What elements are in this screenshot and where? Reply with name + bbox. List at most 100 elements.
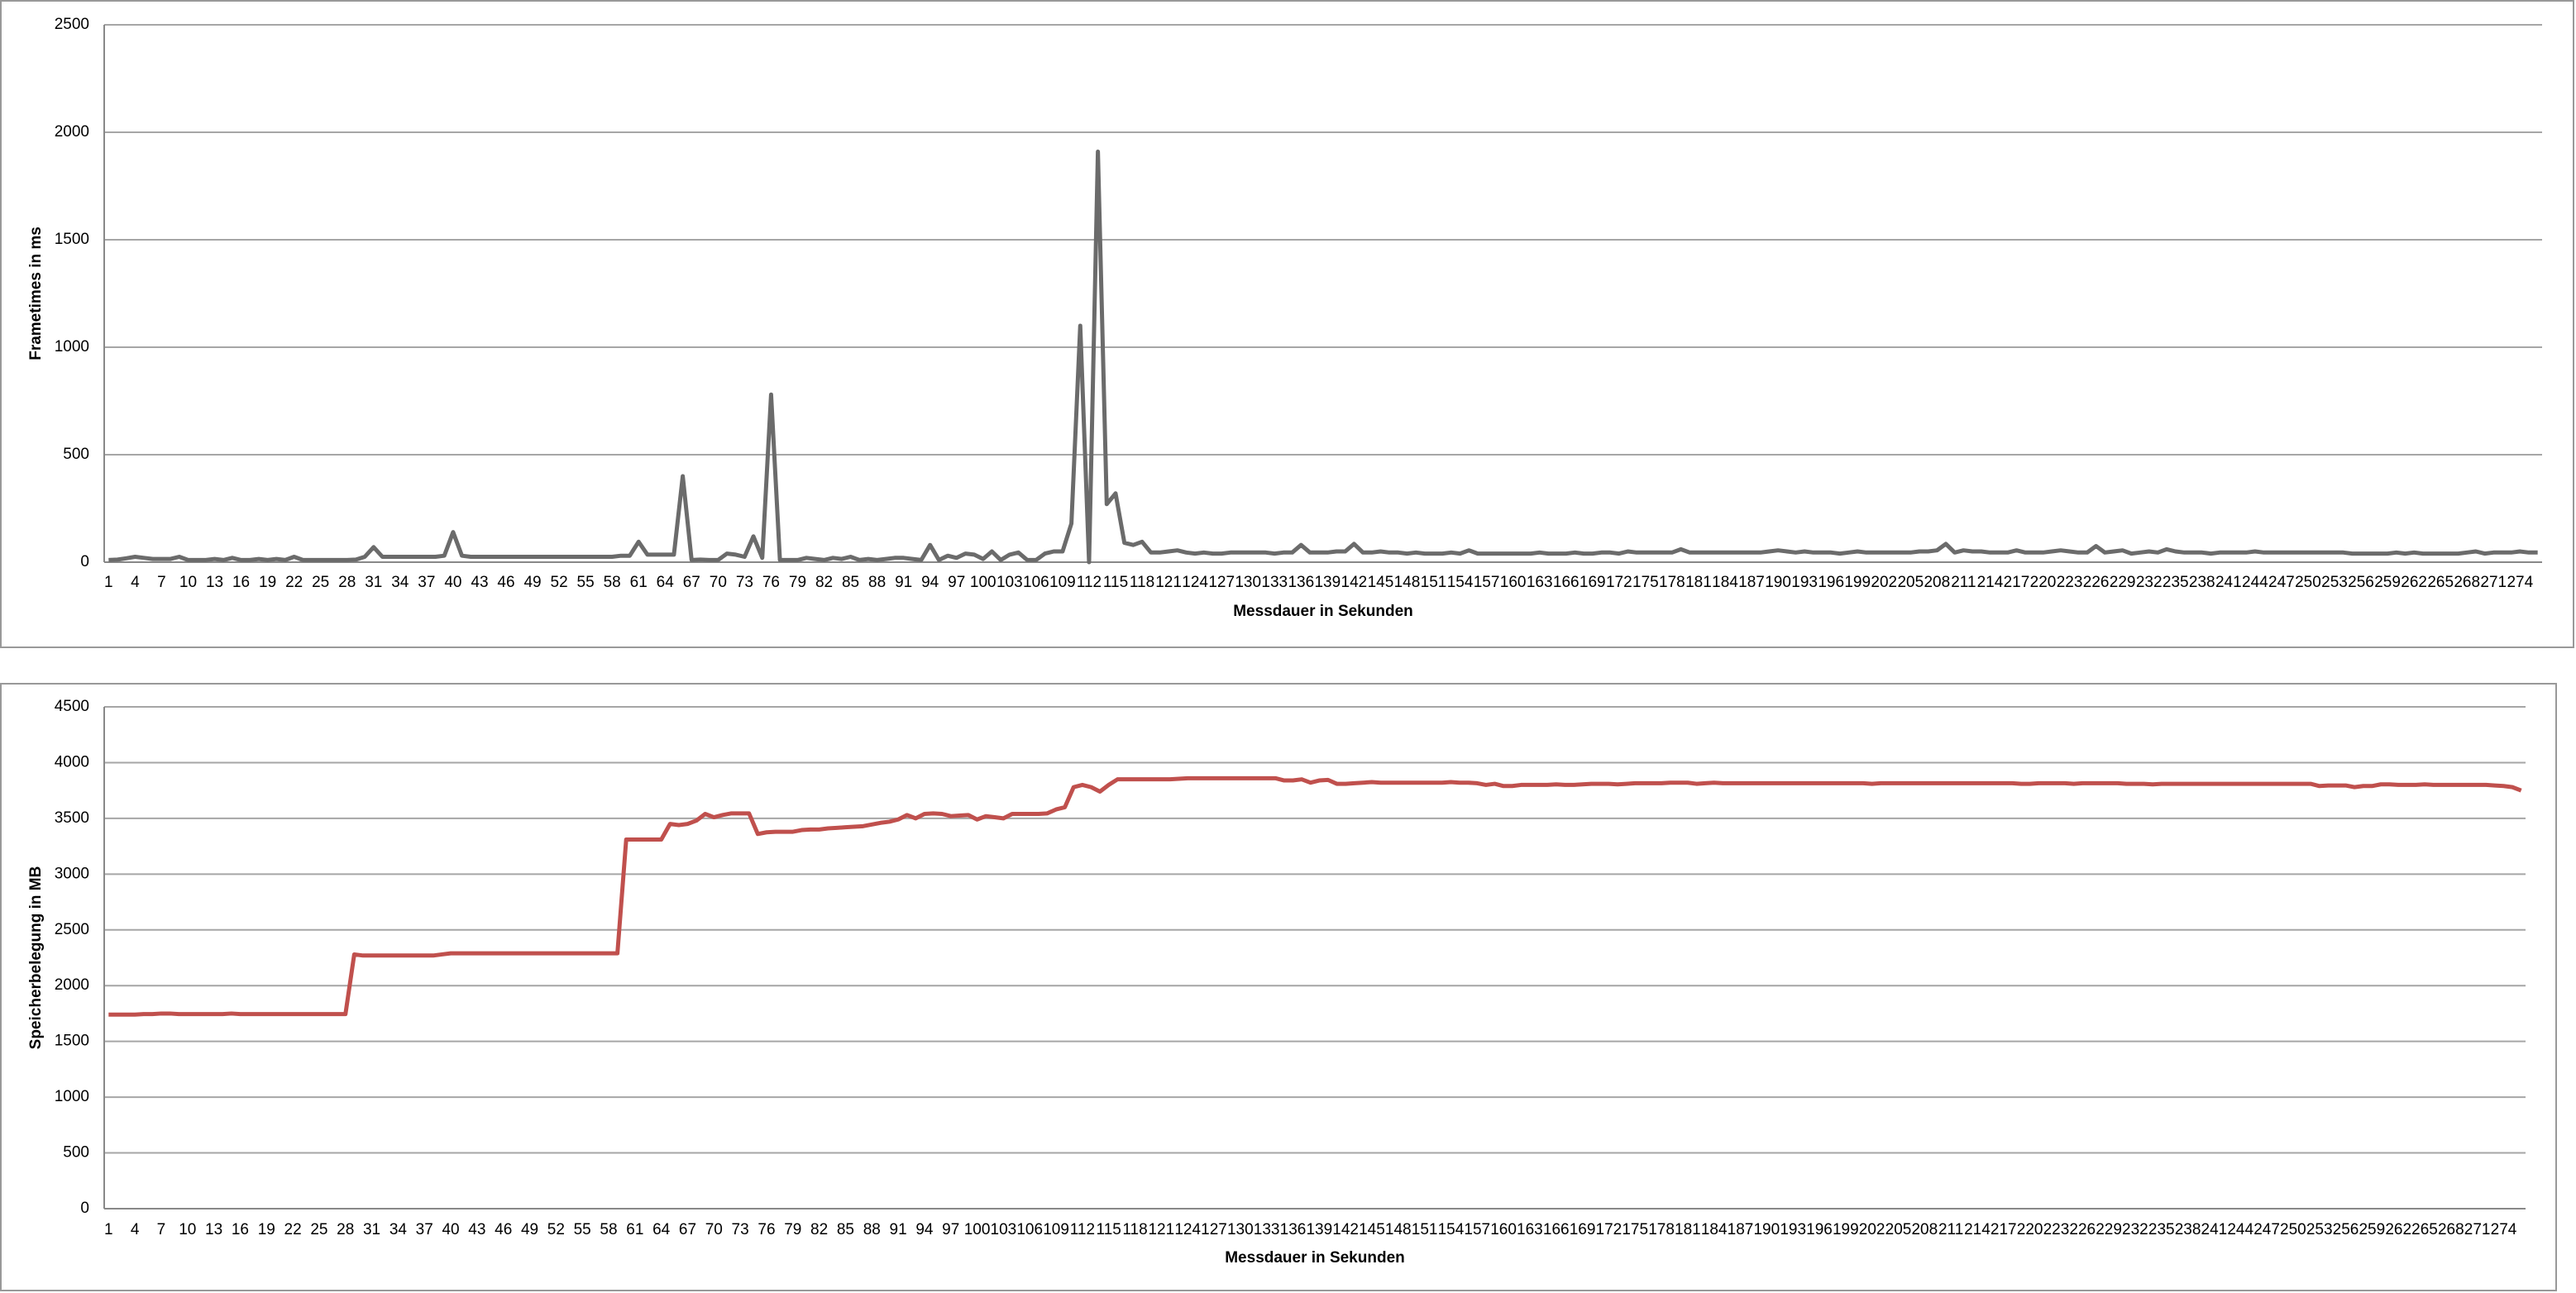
x-tick-label: 157 bbox=[1474, 574, 1500, 591]
x-tick-label: 244 bbox=[2227, 1221, 2253, 1238]
x-tick-label: 61 bbox=[626, 1221, 643, 1238]
x-tick-label: 229 bbox=[2110, 574, 2136, 591]
x-tick-label: 127 bbox=[1201, 1221, 1227, 1238]
chart-frame bbox=[0, 683, 2557, 1291]
x-tick-label: 25 bbox=[310, 1221, 327, 1238]
x-tick-label: 49 bbox=[523, 574, 541, 591]
x-tick-label: 106 bbox=[1016, 1221, 1043, 1238]
data-line bbox=[108, 775, 2522, 1017]
x-tick-label: 247 bbox=[2268, 574, 2295, 591]
x-tick-label: 262 bbox=[2401, 574, 2427, 591]
x-tick-label: 34 bbox=[390, 1221, 408, 1238]
x-tick-label: 208 bbox=[1911, 1221, 1938, 1238]
x-tick-label: 40 bbox=[444, 574, 461, 591]
x-tick-label: 94 bbox=[915, 1221, 934, 1238]
x-tick-label: 16 bbox=[232, 1221, 249, 1238]
x-tick-label: 94 bbox=[921, 574, 939, 591]
x-tick-label: 181 bbox=[1675, 1221, 1701, 1238]
x-tick-label: 211 bbox=[1951, 574, 1976, 591]
x-tick-label: 115 bbox=[1097, 1221, 1121, 1238]
x-tick-label: 145 bbox=[1368, 574, 1394, 591]
y-tick-label: 4000 bbox=[55, 753, 89, 771]
x-tick-label: 271 bbox=[2480, 574, 2507, 591]
x-tick-label: 253 bbox=[2321, 574, 2348, 591]
x-tick-label: 16 bbox=[232, 574, 250, 591]
x-tick-label: 10 bbox=[179, 1221, 196, 1238]
x-tick-label: 40 bbox=[442, 1221, 459, 1238]
x-tick-label: 85 bbox=[837, 1221, 854, 1238]
x-tick-label: 178 bbox=[1659, 574, 1685, 591]
x-tick-label: 139 bbox=[1306, 1221, 1332, 1238]
x-tick-label: 127 bbox=[1208, 574, 1235, 591]
x-tick-label: 199 bbox=[1844, 574, 1871, 591]
x-tick-label: 253 bbox=[2306, 1221, 2333, 1238]
y-tick-label: 0 bbox=[80, 1200, 89, 1217]
x-tick-label: 178 bbox=[1648, 1221, 1675, 1238]
x-tick-label: 130 bbox=[1227, 1221, 1254, 1238]
x-tick-label: 223 bbox=[2057, 574, 2083, 591]
x-tick-label: 103 bbox=[991, 1221, 1017, 1238]
x-tick-label: 268 bbox=[2454, 574, 2480, 591]
x-tick-label: 139 bbox=[1314, 574, 1341, 591]
y-tick-label: 2000 bbox=[55, 976, 89, 994]
x-tick-label: 160 bbox=[1490, 1221, 1517, 1238]
x-tick-label: 22 bbox=[284, 1221, 302, 1238]
x-tick-label: 58 bbox=[600, 1221, 617, 1238]
y-tick-label: 500 bbox=[63, 446, 89, 463]
x-tick-label: 73 bbox=[736, 574, 753, 591]
x-tick-label: 28 bbox=[338, 574, 356, 591]
x-tick-label: 169 bbox=[1570, 1221, 1596, 1238]
x-tick-label: 7 bbox=[157, 574, 166, 591]
x-tick-label: 112 bbox=[1070, 1221, 1095, 1238]
x-tick-label: 187 bbox=[1738, 574, 1765, 591]
x-tick-label: 133 bbox=[1254, 1221, 1280, 1238]
x-tick-label: 154 bbox=[1438, 1221, 1465, 1238]
x-tick-label: 7 bbox=[157, 1221, 166, 1238]
x-tick-label: 241 bbox=[2215, 574, 2242, 591]
x-tick-label: 226 bbox=[2083, 574, 2110, 591]
y-tick-label: 0 bbox=[80, 553, 89, 570]
x-tick-label: 271 bbox=[2464, 1221, 2491, 1238]
x-tick-label: 70 bbox=[705, 1221, 723, 1238]
x-tick-label: 34 bbox=[391, 574, 409, 591]
x-tick-label: 118 bbox=[1130, 574, 1154, 591]
x-axis-title: Messdauer in Sekunden bbox=[1225, 1249, 1405, 1267]
x-tick-label: 97 bbox=[948, 574, 965, 591]
x-axis-title: Messdauer in Sekunden bbox=[1233, 603, 1413, 620]
x-tick-label: 256 bbox=[2333, 1221, 2359, 1238]
x-tick-label: 268 bbox=[2438, 1221, 2464, 1238]
x-tick-label: 205 bbox=[1885, 1221, 1912, 1238]
x-tick-label: 151 bbox=[1412, 1221, 1438, 1238]
x-tick-label: 217 bbox=[1991, 1221, 2017, 1238]
x-tick-label: 46 bbox=[495, 1221, 512, 1238]
x-tick-label: 202 bbox=[1859, 1221, 1885, 1238]
x-tick-label: 220 bbox=[2017, 1221, 2043, 1238]
x-tick-label: 262 bbox=[2385, 1221, 2411, 1238]
x-tick-label: 181 bbox=[1685, 574, 1712, 591]
x-tick-label: 112 bbox=[1077, 574, 1102, 591]
x-tick-label: 169 bbox=[1580, 574, 1606, 591]
x-tick-label: 25 bbox=[312, 574, 329, 591]
x-tick-label: 22 bbox=[285, 574, 303, 591]
x-tick-label: 115 bbox=[1103, 574, 1128, 591]
x-tick-label: 79 bbox=[789, 574, 806, 591]
x-tick-label: 157 bbox=[1464, 1221, 1490, 1238]
y-tick-label: 1000 bbox=[55, 1088, 89, 1105]
data-line bbox=[108, 149, 2538, 565]
x-tick-label: 136 bbox=[1288, 574, 1314, 591]
x-tick-label: 55 bbox=[577, 574, 595, 591]
x-tick-label: 82 bbox=[815, 574, 833, 591]
x-tick-label: 175 bbox=[1622, 1221, 1648, 1238]
x-tick-label: 199 bbox=[1833, 1221, 1859, 1238]
x-tick-label: 250 bbox=[2280, 1221, 2306, 1238]
x-tick-label: 52 bbox=[551, 574, 568, 591]
y-tick-label: 1500 bbox=[55, 231, 89, 248]
x-tick-label: 124 bbox=[1174, 1221, 1201, 1238]
y-tick-label: 3000 bbox=[55, 865, 89, 882]
x-tick-label: 136 bbox=[1280, 1221, 1307, 1238]
x-tick-label: 64 bbox=[652, 1221, 671, 1238]
x-tick-label: 229 bbox=[2096, 1221, 2122, 1238]
x-tick-label: 184 bbox=[1701, 1221, 1728, 1238]
x-tick-label: 19 bbox=[259, 574, 276, 591]
x-tick-label: 172 bbox=[1606, 574, 1632, 591]
